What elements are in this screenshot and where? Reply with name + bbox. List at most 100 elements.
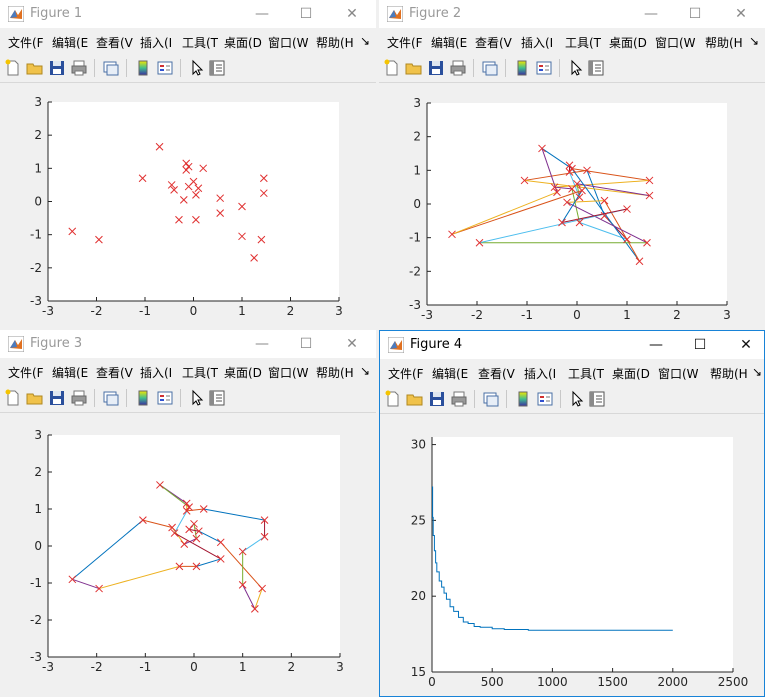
maximize-button[interactable]: ☐ [299, 6, 313, 22]
menu-insert[interactable]: 插入(I [140, 36, 173, 50]
link-plot-icon[interactable] [102, 59, 120, 77]
title-bar[interactable]: Figure 3 — ☐ ✕ [0, 330, 376, 358]
maximize-button[interactable]: ☐ [299, 336, 313, 352]
y-tick-label: 2 [34, 465, 42, 479]
menu-file[interactable]: 文件(F [387, 36, 423, 50]
property-editor-icon[interactable] [588, 390, 606, 408]
menu-view[interactable]: 查看(V [475, 36, 512, 50]
close-button[interactable]: ✕ [740, 337, 752, 353]
menu-window[interactable]: 窗口(W [655, 36, 696, 50]
minimize-button[interactable]: — [255, 6, 269, 22]
menu-help[interactable]: 帮助(H [316, 36, 354, 50]
property-editor-icon[interactable] [587, 59, 605, 77]
new-figure-icon[interactable] [4, 59, 22, 77]
property-editor-icon[interactable] [208, 59, 226, 77]
menu-overflow[interactable]: ↘ [749, 34, 760, 48]
maximize-button[interactable]: ☐ [688, 6, 702, 22]
legend-icon[interactable] [535, 59, 553, 77]
route-plot[interactable]: -3 -2 -1 0 1 2 3 -3 -2 -1 0 1 2 3 [0, 413, 376, 697]
pointer-icon[interactable] [568, 390, 586, 408]
colorbar-icon[interactable] [134, 389, 152, 407]
menu-edit[interactable]: 编辑(E [52, 366, 89, 380]
menu-file[interactable]: 文件(F [8, 36, 44, 50]
print-icon[interactable] [70, 389, 88, 407]
figure-window-3[interactable]: Figure 3 — ☐ ✕ 文件(F 编辑(E 查看(V 插入(I 工具(T … [0, 330, 376, 697]
open-folder-icon[interactable] [26, 389, 44, 407]
menu-file[interactable]: 文件(F [388, 367, 424, 381]
menu-desktop[interactable]: 桌面(D [224, 36, 262, 50]
menu-desktop[interactable]: 桌面(D [224, 366, 262, 380]
menu-edit[interactable]: 编辑(E [432, 367, 469, 381]
colorbar-icon[interactable] [514, 390, 532, 408]
pointer-icon[interactable] [188, 59, 206, 77]
menu-window[interactable]: 窗口(W [658, 367, 699, 381]
data-point-marker [250, 605, 259, 613]
minimize-button[interactable]: — [255, 336, 269, 352]
menu-insert[interactable]: 插入(I [524, 367, 557, 381]
title-bar[interactable]: Figure 2 — ☐ ✕ [379, 0, 765, 28]
menu-overflow[interactable]: ↘ [360, 364, 371, 378]
property-editor-icon[interactable] [208, 389, 226, 407]
save-icon[interactable] [48, 59, 66, 77]
figure-window-1[interactable]: Figure 1 — ☐ ✕ 文件(F 编辑(E 查看(V 插入(I 工具(T … [0, 0, 376, 330]
menu-tools[interactable]: 工具(T [182, 36, 219, 50]
save-icon[interactable] [428, 390, 446, 408]
menu-overflow[interactable]: ↘ [360, 34, 371, 48]
menu-view[interactable]: 查看(V [96, 366, 133, 380]
menu-insert[interactable]: 插入(I [140, 366, 173, 380]
menu-help[interactable]: 帮助(H [710, 367, 748, 381]
save-icon[interactable] [427, 59, 445, 77]
menu-help[interactable]: 帮助(H [705, 36, 743, 50]
print-icon[interactable] [449, 59, 467, 77]
menu-help[interactable]: 帮助(H [316, 366, 354, 380]
close-button[interactable]: ✕ [346, 6, 358, 22]
menu-edit[interactable]: 编辑(E [431, 36, 468, 50]
legend-icon[interactable] [156, 59, 174, 77]
title-bar[interactable]: Figure 1 — ☐ ✕ [0, 0, 376, 28]
link-plot-icon[interactable] [482, 390, 500, 408]
scatter-plot[interactable]: -3 -2 -1 0 1 2 3 -3 -2 -1 0 1 2 3 [0, 83, 376, 330]
menu-desktop[interactable]: 桌面(D [612, 367, 650, 381]
print-icon[interactable] [450, 390, 468, 408]
open-folder-icon[interactable] [406, 390, 424, 408]
y-tick-label: 2 [413, 130, 421, 144]
legend-icon[interactable] [156, 389, 174, 407]
new-figure-icon[interactable] [4, 389, 22, 407]
new-figure-icon[interactable] [383, 59, 401, 77]
minimize-button[interactable]: — [644, 6, 658, 22]
menu-tools[interactable]: 工具(T [565, 36, 602, 50]
legend-icon[interactable] [536, 390, 554, 408]
menu-desktop[interactable]: 桌面(D [609, 36, 647, 50]
close-button[interactable]: ✕ [346, 336, 358, 352]
pointer-icon[interactable] [567, 59, 585, 77]
menu-view[interactable]: 查看(V [478, 367, 515, 381]
figure-window-4[interactable]: Figure 4 — ☐ ✕ 文件(F 编辑(E 查看(V 插入(I 工具(T … [379, 330, 765, 697]
pointer-icon[interactable] [188, 389, 206, 407]
print-icon[interactable] [70, 59, 88, 77]
maximize-button[interactable]: ☐ [693, 337, 707, 353]
menu-tools[interactable]: 工具(T [568, 367, 605, 381]
menu-tools[interactable]: 工具(T [182, 366, 219, 380]
menu-file[interactable]: 文件(F [8, 366, 44, 380]
menu-insert[interactable]: 插入(I [521, 36, 554, 50]
close-button[interactable]: ✕ [735, 6, 747, 22]
link-plot-icon[interactable] [481, 59, 499, 77]
open-folder-icon[interactable] [26, 59, 44, 77]
route-plot[interactable]: -3 -2 -1 0 1 2 3 -3 -2 -1 0 1 2 3 [379, 83, 765, 330]
menu-edit[interactable]: 编辑(E [52, 36, 89, 50]
minimize-button[interactable]: — [649, 337, 663, 353]
title-bar[interactable]: Figure 4 — ☐ ✕ [380, 331, 764, 359]
convergence-plot[interactable]: 0 500 1000 1500 2000 2500 15 20 25 30 [380, 414, 764, 696]
menu-overflow[interactable]: ↘ [752, 365, 763, 379]
colorbar-icon[interactable] [513, 59, 531, 77]
new-figure-icon[interactable] [384, 390, 402, 408]
open-folder-icon[interactable] [405, 59, 423, 77]
menu-window[interactable]: 窗口(W [268, 36, 309, 50]
link-plot-icon[interactable] [102, 389, 120, 407]
colorbar-icon[interactable] [134, 59, 152, 77]
menu-view[interactable]: 查看(V [96, 36, 133, 50]
menu-window[interactable]: 窗口(W [268, 366, 309, 380]
data-point-marker [565, 161, 574, 170]
save-icon[interactable] [48, 389, 66, 407]
figure-window-2[interactable]: Figure 2 — ☐ ✕ 文件(F 编辑(E 查看(V 插入(I 工具(T … [379, 0, 765, 330]
